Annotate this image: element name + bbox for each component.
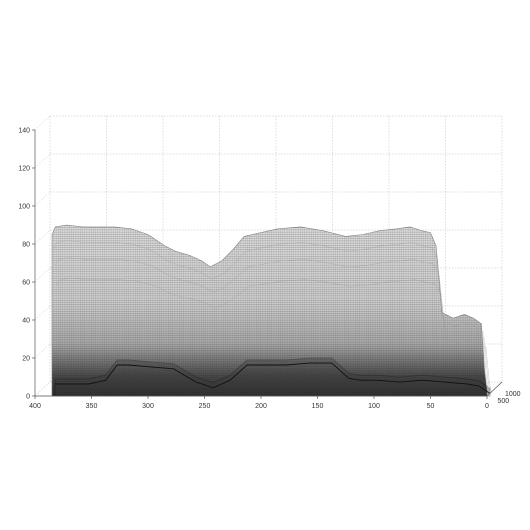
y-tick-label: 500: [498, 398, 510, 405]
z-tick-label: 140: [18, 128, 30, 135]
surface-contour: [56, 278, 492, 395]
z-tick-label: 40: [22, 318, 30, 325]
z-tick-label: 0: [26, 394, 30, 401]
surface-mesh: [51, 224, 492, 397]
grid-line-side: [34, 115, 51, 131]
x-tick-label: 150: [312, 403, 324, 410]
surface-contour: [54, 257, 491, 394]
x-tick-label: 0: [485, 403, 489, 410]
z-tick-label: 60: [22, 280, 30, 287]
x-tick-label: 250: [199, 403, 211, 410]
grid-line-side: [34, 267, 51, 283]
surface-mesh-cols: [51, 225, 487, 396]
x-tick-label: 100: [368, 403, 380, 410]
tick-labels: 0 20 40 60 80 100 120 140 400 350 300 250 200 150 100 5…: [18, 128, 520, 411]
x-tick-label: 50: [427, 403, 435, 410]
z-tick-label: 120: [18, 166, 30, 173]
x-tick-label: 300: [142, 403, 154, 410]
y-tick-label: 1000: [505, 391, 521, 398]
grid-line-side: [34, 229, 51, 245]
grid-line-side: [34, 305, 51, 321]
z-tick-label: 20: [22, 356, 30, 363]
z-tick-label: 100: [18, 204, 30, 211]
z-tick-label: 80: [22, 242, 30, 249]
grid-line-floor: [34, 381, 51, 397]
grid-line-side: [34, 343, 51, 359]
surface-contour: [53, 240, 489, 393]
surface-base-edge: [55, 362, 491, 394]
x-tick-label: 200: [255, 403, 267, 410]
axes: [32, 129, 503, 399]
x-tick-label: 400: [29, 403, 41, 410]
grid-line-side: [34, 191, 51, 207]
x-tick-label: 350: [86, 403, 98, 410]
y-axis: [486, 381, 503, 397]
grid-line-side: [34, 153, 51, 169]
